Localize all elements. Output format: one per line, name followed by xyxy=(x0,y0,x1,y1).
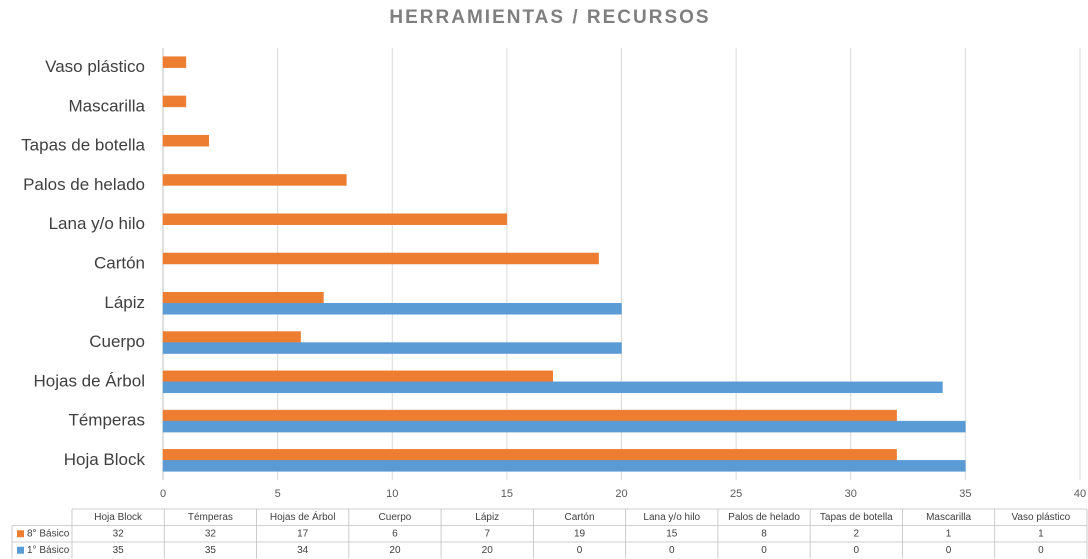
table-header: Lana y/o hilo xyxy=(643,512,700,523)
bar xyxy=(162,449,897,461)
bar xyxy=(162,213,508,225)
legend-label: 8° Básico xyxy=(27,528,70,539)
y-tick-label: Hojas de Árbol xyxy=(33,371,145,390)
y-tick-label: Témperas xyxy=(68,411,145,430)
table-header: Vaso plástico xyxy=(1011,512,1070,523)
table-value: 15 xyxy=(666,528,678,539)
x-tick-label: 10 xyxy=(386,488,398,500)
table-value: 35 xyxy=(113,545,125,556)
bar xyxy=(162,331,301,343)
bar xyxy=(162,95,187,108)
legend-label: 1° Básico xyxy=(27,545,70,556)
table-header: Mascarilla xyxy=(926,512,971,523)
y-tick-label: Lápiz xyxy=(104,293,145,312)
bar xyxy=(162,420,966,433)
x-tick-label: 20 xyxy=(615,488,627,500)
legend-swatch xyxy=(17,546,24,554)
table-value: 1 xyxy=(1038,528,1044,539)
table-value: 35 xyxy=(205,545,217,556)
table-header: Cartón xyxy=(564,512,594,523)
y-tick-label: Lana y/o hilo xyxy=(49,214,145,233)
bar xyxy=(162,174,347,186)
table-value: 8 xyxy=(761,528,767,539)
y-tick-label: Cuerpo xyxy=(89,332,145,351)
bar xyxy=(162,381,943,394)
bar xyxy=(162,342,622,354)
y-tick-label: Hoja Block xyxy=(64,450,146,469)
x-tick-label: 15 xyxy=(501,488,513,500)
table-value: 32 xyxy=(113,528,125,539)
table-value: 6 xyxy=(392,528,398,539)
table-header: Hojas de Árbol xyxy=(270,510,336,523)
bar xyxy=(162,303,622,315)
bar xyxy=(162,409,897,422)
table-header: Lápiz xyxy=(475,512,499,523)
table-value: 0 xyxy=(577,545,583,556)
y-tick-label: Vaso plástico xyxy=(45,57,145,76)
bar xyxy=(162,252,599,265)
table-value: 19 xyxy=(574,528,586,539)
bar xyxy=(162,56,187,68)
table-header: Cuerpo xyxy=(379,512,412,523)
table-header: Hoja Block xyxy=(94,512,143,523)
table-value: 17 xyxy=(297,528,309,539)
x-tick-label: 25 xyxy=(730,488,742,500)
bar xyxy=(162,134,210,147)
table-header: Tapas de botella xyxy=(820,512,893,523)
table-header: Palos de helado xyxy=(728,512,800,523)
y-tick-label: Palos de helado xyxy=(23,175,145,194)
table-value: 20 xyxy=(389,545,401,556)
table-value: 34 xyxy=(297,545,309,556)
x-tick-label: 40 xyxy=(1074,488,1086,500)
table-value: 2 xyxy=(854,528,860,539)
table-value: 1 xyxy=(946,528,952,539)
table-value: 32 xyxy=(205,528,217,539)
table-value: 7 xyxy=(484,528,490,539)
x-tick-label: 0 xyxy=(160,488,166,500)
table-value: 0 xyxy=(669,545,675,556)
bar xyxy=(162,460,966,472)
x-tick-label: 30 xyxy=(845,488,857,500)
bar xyxy=(162,370,553,383)
y-tick-label: Mascarilla xyxy=(68,96,145,115)
chart-title: HERRAMIENTAS / RECURSOS xyxy=(389,7,710,28)
y-tick-label: Cartón xyxy=(94,253,145,272)
table-value: 0 xyxy=(854,545,860,556)
table-value: 20 xyxy=(482,545,494,556)
table-header: Témperas xyxy=(188,512,233,523)
table-value: 0 xyxy=(946,545,952,556)
table-value: 0 xyxy=(1038,545,1044,556)
x-tick-label: 5 xyxy=(275,488,281,500)
x-tick-label: 35 xyxy=(959,488,971,500)
table-value: 0 xyxy=(761,545,767,556)
bar xyxy=(162,292,324,304)
y-tick-label: Tapas de botella xyxy=(21,136,145,155)
legend-swatch xyxy=(17,530,24,538)
